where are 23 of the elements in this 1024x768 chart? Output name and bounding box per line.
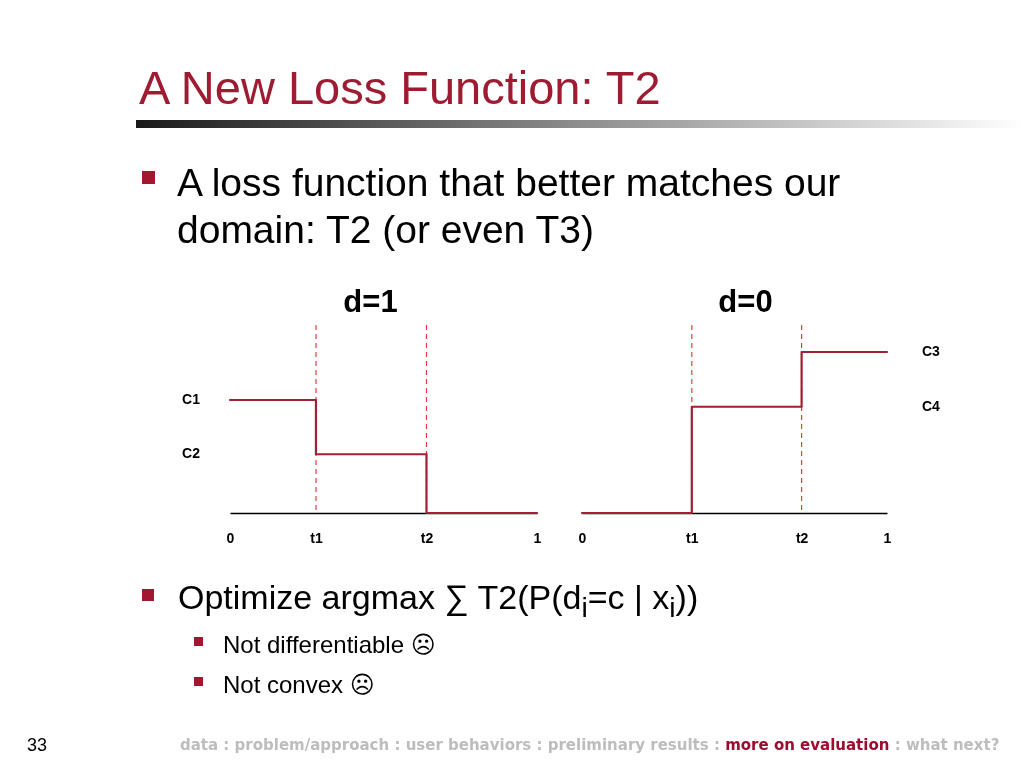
text: C2: [182, 445, 201, 462]
text: A loss function that better matches our domain: T2 (or even T3): [177, 160, 842, 253]
text: A New Loss Function: T2: [139, 61, 661, 114]
x-tick-label: 1: [533, 529, 542, 546]
text: 33: [27, 735, 48, 755]
text: C4: [922, 397, 941, 414]
x-tick-label: t1: [686, 529, 699, 546]
x-tick-label: 1: [883, 529, 892, 546]
text: Not convex ☹: [223, 670, 375, 700]
chart-title: d=1: [343, 284, 398, 320]
text: data : problem/approach : user behaviors : preliminary results :: [180, 736, 720, 754]
text: more on evaluation: [725, 736, 890, 754]
text: C1: [182, 391, 201, 407]
text: Not differentiable ☹: [223, 630, 436, 660]
chart-title: d=0: [718, 284, 773, 320]
text: Optimize argmax ∑ T2(P(d$_{i}$=c | x$_{i}$)): [178, 577, 699, 625]
x-tick-label: t2: [420, 529, 434, 546]
x-tick-label: 0: [226, 529, 235, 546]
x-tick-label: 0: [578, 529, 587, 546]
text: : what next?: [894, 736, 1000, 754]
x-tick-label: t2: [795, 529, 809, 546]
x-tick-label: t1: [310, 529, 323, 546]
text: C3: [922, 343, 941, 359]
